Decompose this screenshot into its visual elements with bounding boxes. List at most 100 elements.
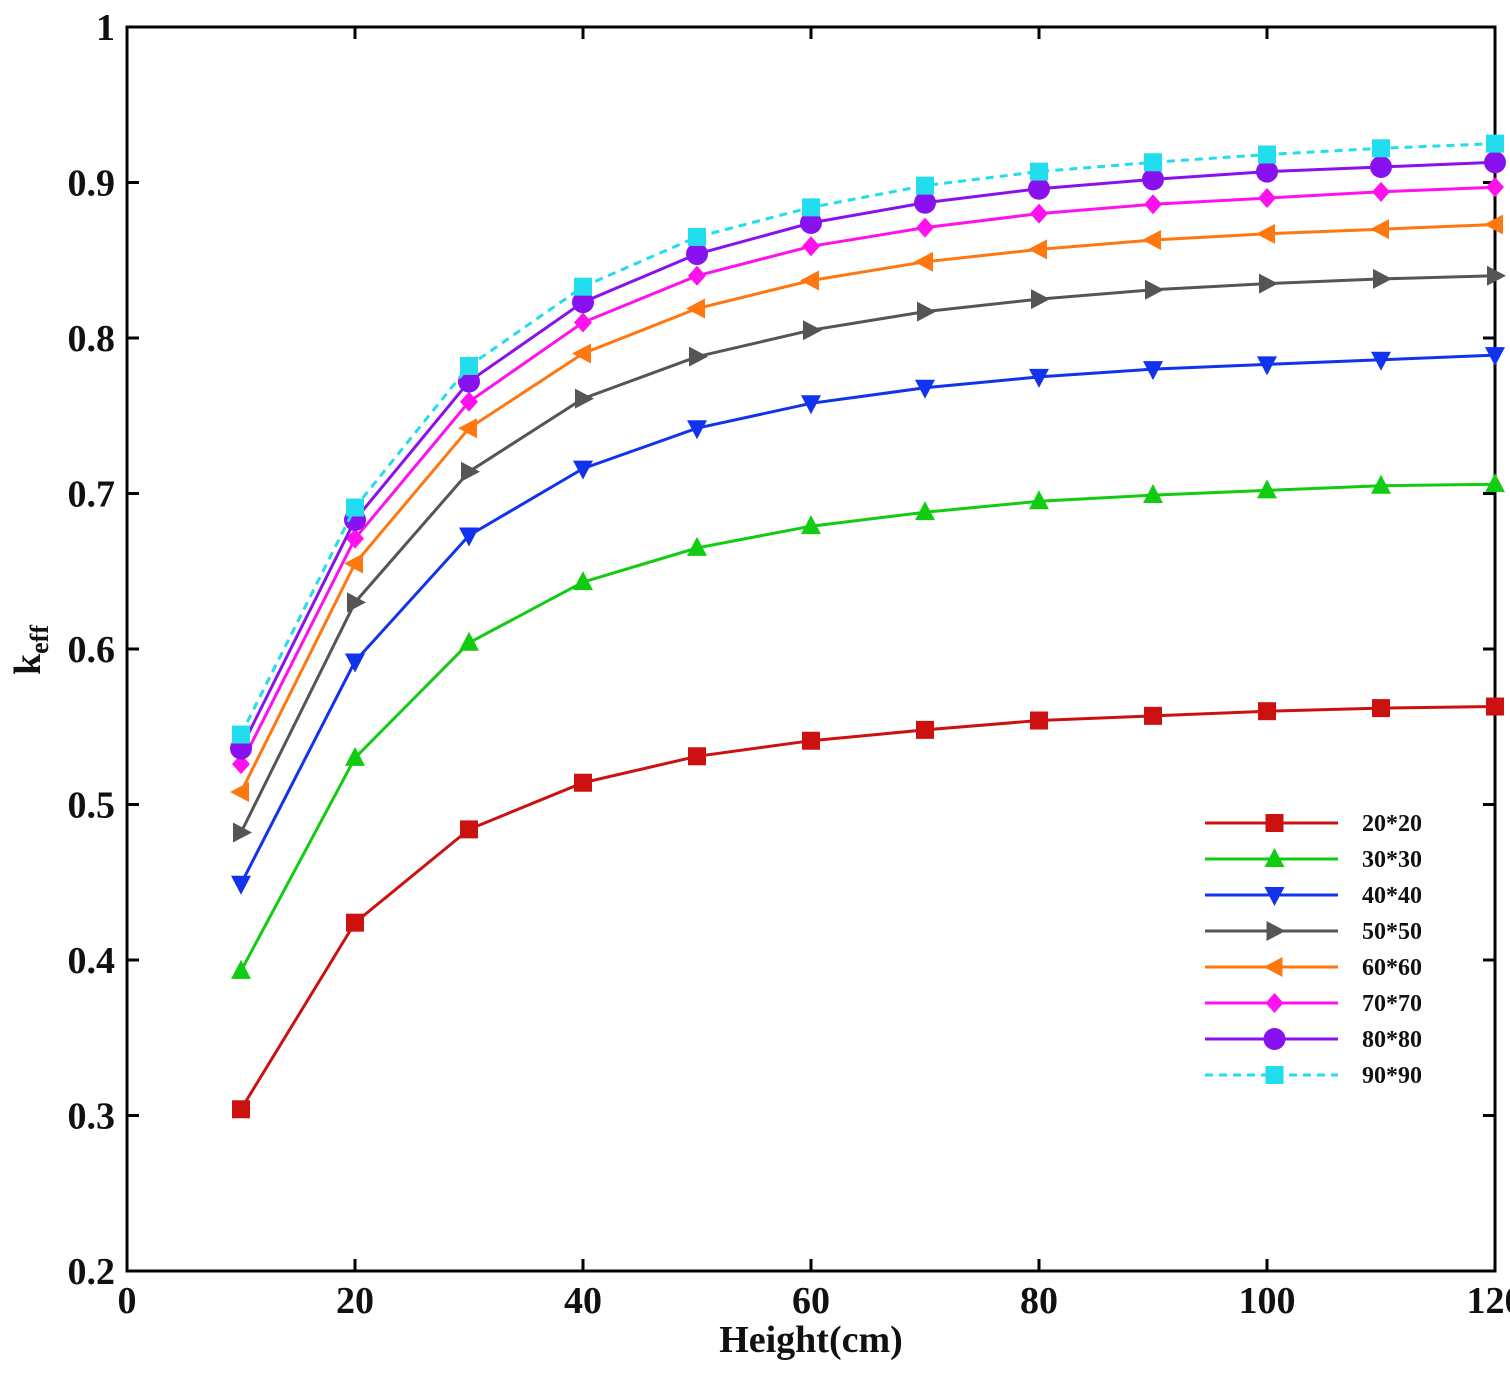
data-point <box>572 343 591 364</box>
data-point <box>460 820 478 839</box>
data-point <box>458 370 480 393</box>
data-point <box>1259 273 1278 294</box>
data-point <box>802 198 820 217</box>
y-tick-label: 0.8 <box>68 318 116 360</box>
data-point <box>1030 711 1048 730</box>
data-point <box>574 312 592 333</box>
data-point <box>1370 219 1389 240</box>
svg-text:keff: keff <box>7 625 54 675</box>
series-40*40 <box>231 347 1505 895</box>
data-point <box>1256 223 1275 244</box>
data-point <box>1485 473 1505 493</box>
data-point <box>688 227 706 246</box>
legend-marker <box>1265 993 1284 1013</box>
data-point <box>1028 177 1050 200</box>
series-line <box>239 160 1496 750</box>
series-50*50 <box>233 265 1506 843</box>
legend-marker <box>1263 1028 1286 1050</box>
data-point <box>803 320 822 341</box>
data-point <box>687 420 707 440</box>
data-point <box>232 725 250 744</box>
legend-marker <box>1266 921 1286 941</box>
y-tick-label: 1 <box>96 7 115 49</box>
data-point <box>688 747 706 766</box>
data-point <box>575 388 594 409</box>
series-20*20 <box>232 697 1504 1119</box>
data-point <box>1143 484 1163 504</box>
data-point <box>1258 188 1276 209</box>
data-point <box>460 391 478 412</box>
data-point <box>802 236 820 257</box>
data-point <box>461 461 480 482</box>
legend-label: 20*20 <box>1362 811 1422 837</box>
y-axis-title-sub: eff <box>25 625 54 654</box>
legend-marker <box>1264 887 1285 906</box>
data-point <box>914 251 933 272</box>
data-point <box>573 460 593 480</box>
x-tick-label: 60 <box>792 1280 830 1322</box>
x-axis-title: Height(cm) <box>719 1319 903 1361</box>
data-point <box>1145 279 1164 300</box>
series-60*60 <box>230 214 1503 803</box>
data-point <box>1257 356 1277 376</box>
data-point <box>800 270 819 291</box>
data-point <box>916 217 934 238</box>
data-point <box>1373 268 1392 289</box>
data-point <box>233 822 252 843</box>
data-point <box>1143 361 1163 381</box>
data-point <box>345 746 365 766</box>
y-axis-title: keff <box>7 625 54 675</box>
data-point <box>1028 239 1047 260</box>
series-30*30 <box>231 473 1505 979</box>
data-point <box>917 301 936 322</box>
data-point <box>232 754 250 775</box>
data-point <box>1144 153 1162 172</box>
data-point <box>345 653 365 673</box>
data-point <box>687 536 707 556</box>
data-point <box>1029 368 1049 388</box>
data-point <box>686 243 708 266</box>
data-point <box>344 553 363 574</box>
axis-ticks: 0 20 40 60 80 100 120 0.2 0.3 0.4 0.5 0.6 0.7 0.8 0.9 1 <box>68 7 1510 1322</box>
data-point <box>1484 151 1506 174</box>
data-point <box>916 176 934 195</box>
y-tick-label: 0.9 <box>68 163 116 205</box>
series-line <box>239 142 1496 736</box>
series-line <box>239 353 1496 885</box>
data-point <box>1258 145 1276 164</box>
series-line <box>239 705 1496 1111</box>
data-point <box>1144 706 1162 725</box>
data-point <box>1372 699 1390 718</box>
y-axis-title-main: k <box>7 653 49 675</box>
legend-label: 30*30 <box>1362 847 1422 873</box>
data-point <box>460 356 478 375</box>
data-point <box>1486 697 1504 716</box>
data-point <box>1370 155 1392 178</box>
data-point <box>231 875 251 895</box>
data-point <box>1486 134 1504 153</box>
data-point <box>573 571 593 591</box>
data-point <box>1029 490 1049 510</box>
legend-label: 70*70 <box>1362 991 1422 1017</box>
data-point <box>801 515 821 535</box>
data-point <box>346 498 364 517</box>
data-point <box>459 631 479 651</box>
legend-label: 60*60 <box>1362 955 1422 981</box>
data-point <box>1371 351 1391 371</box>
data-point <box>1031 289 1050 310</box>
data-point <box>1030 203 1048 224</box>
data-point <box>230 782 249 803</box>
data-point <box>346 528 364 549</box>
series-70*70 <box>232 177 1504 775</box>
data-point <box>1372 181 1390 202</box>
x-tick-label: 40 <box>564 1280 602 1322</box>
data-point <box>1256 160 1278 183</box>
series-line <box>239 274 1496 834</box>
data-point <box>915 379 935 399</box>
data-point <box>915 501 935 521</box>
data-point <box>689 346 708 367</box>
y-tick-label: 0.2 <box>68 1251 116 1293</box>
data-point <box>1485 347 1505 367</box>
data-point <box>802 731 820 750</box>
